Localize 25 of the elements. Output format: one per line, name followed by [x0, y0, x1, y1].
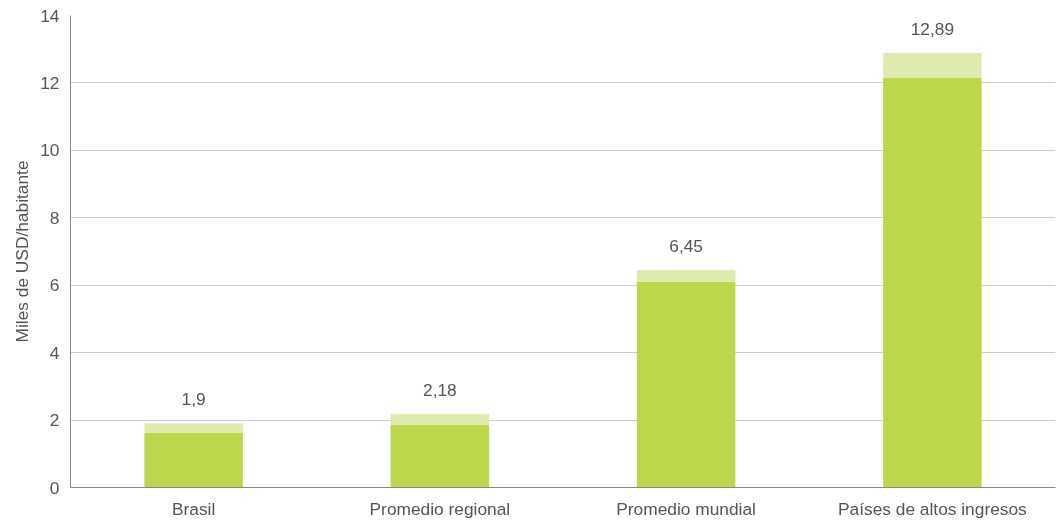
y-tick-label: 2 — [49, 410, 60, 431]
x-tick-label: Países de altos ingresos — [837, 498, 1028, 519]
bar — [144, 432, 243, 488]
bar — [636, 281, 736, 488]
y-tick-label: 4 — [49, 342, 60, 363]
bar — [883, 77, 982, 488]
bar — [390, 424, 490, 488]
y-tick-label: 8 — [49, 207, 60, 228]
y-tick-label: 0 — [49, 477, 60, 498]
total-label: 1,9 — [181, 389, 206, 410]
bar — [390, 414, 490, 425]
total-label: 6,45 — [669, 236, 703, 257]
x-tick-label: Promedio regional — [369, 498, 511, 519]
bar — [144, 423, 243, 433]
y-tick-label: 6 — [49, 275, 60, 296]
bar — [883, 52, 982, 78]
x-tick-label: Brasil — [171, 498, 216, 519]
total-label: 2,18 — [423, 380, 457, 400]
y-axis-title: Miles de USD/habitante — [12, 160, 33, 343]
bar — [636, 270, 736, 282]
y-tick-label: 10 — [40, 140, 60, 161]
total-label: 12,89 — [910, 18, 955, 39]
y-tick-label: 12 — [40, 72, 60, 93]
x-tick-label: Promedio mundial — [616, 498, 756, 519]
y-tick-label: 14 — [40, 5, 60, 26]
